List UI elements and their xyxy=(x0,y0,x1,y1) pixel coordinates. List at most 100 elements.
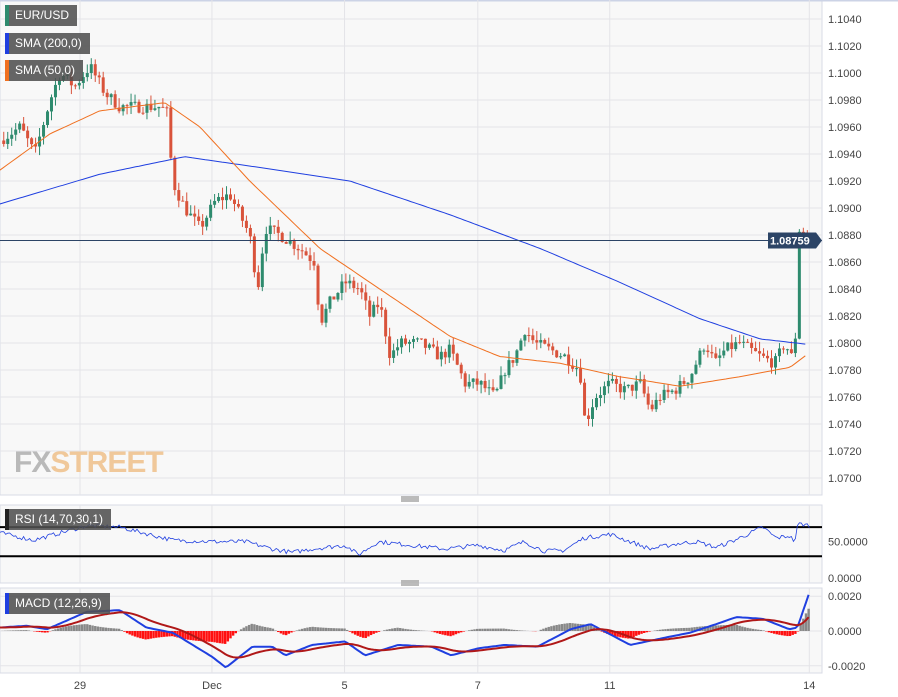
candle-body xyxy=(781,348,785,350)
macd-histogram-bar xyxy=(144,631,147,640)
candle-body xyxy=(742,341,746,343)
candle-body xyxy=(467,381,471,387)
macd-histogram-bar xyxy=(690,627,694,631)
macd-histogram-bar xyxy=(263,626,267,631)
macd-histogram-bar xyxy=(475,628,479,631)
candle-body xyxy=(694,364,698,374)
macd-histogram-bar xyxy=(80,624,84,631)
candle-body xyxy=(101,77,105,93)
macd-histogram-bar xyxy=(799,624,802,631)
candle-body xyxy=(423,338,427,348)
candle-body xyxy=(157,106,161,109)
macd-histogram-bar xyxy=(539,629,542,631)
candle-body xyxy=(197,216,201,221)
candle-body xyxy=(189,213,193,216)
macd-histogram-bar xyxy=(454,631,458,635)
macd-histogram-bar xyxy=(364,631,367,639)
macd-histogram-bar xyxy=(226,631,230,642)
candle-body xyxy=(559,356,563,358)
macd-histogram-bar xyxy=(308,627,312,631)
macd-histogram-bar xyxy=(666,628,670,631)
candle-body xyxy=(240,206,244,221)
macd-histogram-bar xyxy=(316,627,320,631)
candle-body xyxy=(304,251,308,256)
macd-signal-line xyxy=(0,611,810,659)
macd-histogram-bar xyxy=(136,631,139,638)
macd-histogram-bar xyxy=(672,628,675,631)
candle-body xyxy=(133,101,137,103)
macd-histogram-bar xyxy=(197,631,200,641)
macd-histogram-bar xyxy=(457,631,460,634)
y-tick-label: 1.1040 xyxy=(828,14,862,26)
macd-histogram-bar xyxy=(656,630,659,631)
candle-body xyxy=(555,350,559,358)
macd-histogram-bar xyxy=(791,631,794,635)
macd-histogram-bar xyxy=(141,631,145,639)
legend-rsi: RSI (14,70,30,1) xyxy=(5,509,112,530)
macd-histogram-bar xyxy=(452,631,455,636)
rsi-tick-label: 50.0000 xyxy=(828,537,868,549)
candle-body xyxy=(145,103,149,113)
candle-body xyxy=(479,380,483,385)
candle-body xyxy=(777,348,781,357)
macd-histogram-bar xyxy=(637,631,641,635)
macd-histogram-bar xyxy=(67,626,70,631)
candle-body xyxy=(46,111,50,126)
macd-histogram-bar xyxy=(139,631,142,639)
candle-body xyxy=(590,407,594,419)
macd-histogram-bar xyxy=(783,631,786,636)
macd-histogram-bar xyxy=(46,631,49,633)
candle-body xyxy=(563,354,567,357)
macd-histogram-bar xyxy=(518,630,521,631)
macd-histogram-bar xyxy=(460,631,463,633)
y-tick-label: 1.0720 xyxy=(828,446,862,458)
macd-histogram-bar xyxy=(749,628,752,631)
macd-histogram-bar xyxy=(669,628,672,631)
macd-histogram-bar xyxy=(115,628,118,631)
macd-histogram-bar xyxy=(788,631,792,637)
macd-histogram-bar xyxy=(738,625,741,631)
candle-body xyxy=(272,225,276,227)
candle-body xyxy=(201,220,205,227)
y-tick-label: 1.1020 xyxy=(828,41,862,53)
macd-histogram-bar xyxy=(348,631,352,632)
candle-body xyxy=(511,360,515,363)
macd-histogram-bar xyxy=(290,631,293,633)
candle-body xyxy=(634,381,638,391)
rsi-tick-label: 0.0000 xyxy=(828,573,862,585)
candle-body xyxy=(372,304,376,317)
macd-histogram-bar xyxy=(772,631,776,634)
macd-histogram-bar xyxy=(200,631,203,642)
macd-histogram-bar xyxy=(608,631,611,635)
candle-body xyxy=(408,341,412,344)
macd-histogram-bar xyxy=(247,624,251,631)
macd-histogram-bar xyxy=(43,631,47,633)
macd-histogram-bar xyxy=(54,629,57,631)
candle-body xyxy=(392,350,396,358)
candle-body xyxy=(531,335,535,341)
macd-histogram-bar xyxy=(213,631,216,643)
macd-histogram-bar xyxy=(802,618,805,631)
macd-histogram-bar xyxy=(542,628,545,631)
macd-histogram-bar xyxy=(176,631,179,638)
candle-body xyxy=(758,351,762,354)
macd-histogram-bar xyxy=(611,631,614,636)
candle-body xyxy=(571,365,575,369)
candle-body xyxy=(129,102,133,106)
macd-histogram-bar xyxy=(178,631,182,639)
candle-body xyxy=(264,233,268,254)
candle-body xyxy=(380,307,384,310)
x-tick-label: Dec xyxy=(202,680,222,692)
macd-histogram-bar xyxy=(563,623,566,631)
macd-histogram-bar xyxy=(436,631,439,634)
candle-body xyxy=(193,213,197,217)
macd-histogram-bar xyxy=(714,625,718,631)
macd-histogram-bar xyxy=(616,631,619,637)
candle-body xyxy=(610,378,614,381)
macd-histogram-bar xyxy=(741,626,744,631)
macd-histogram-bar xyxy=(762,630,765,631)
candle-body xyxy=(773,356,777,368)
legend-symbol-text: EUR/USD xyxy=(15,8,70,22)
candle-body xyxy=(280,232,284,242)
